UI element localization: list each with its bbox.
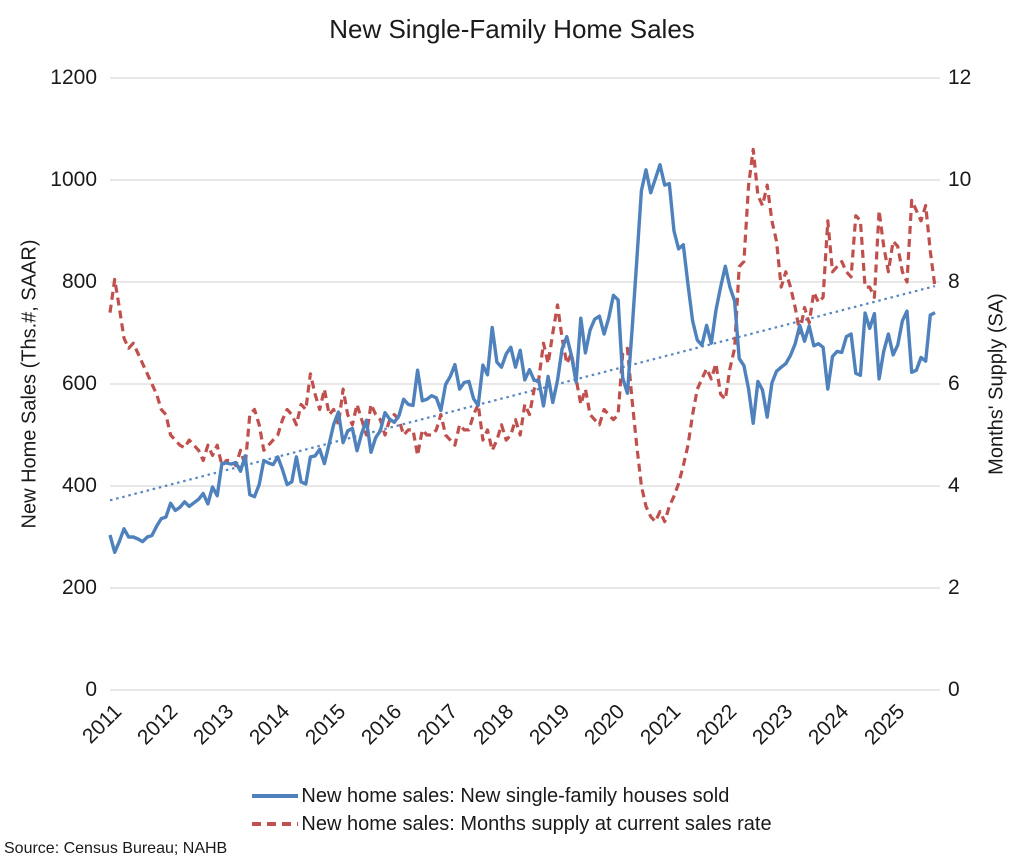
- y-axis-right-tick-label: 0: [948, 678, 960, 701]
- chart-title: New Single-Family Home Sales: [329, 14, 695, 44]
- y-axis-left-tick-label: 200: [61, 576, 97, 599]
- supply-series-line: [108, 147, 937, 524]
- y-axis-left-tick-label: 800: [61, 270, 97, 293]
- y-axis-left-tick-label: 400: [61, 474, 97, 497]
- y-axis-right-tick-label: 6: [948, 372, 960, 395]
- y-axis-left-tick-label: 1200: [50, 66, 97, 89]
- y-axis-right-tick-label: 2: [948, 576, 960, 599]
- legend-item-sales: New home sales: New single-family houses…: [252, 784, 729, 808]
- supply-line-sample-icon: [252, 822, 299, 826]
- y-axis-left-tick-label: 1000: [50, 168, 97, 191]
- sales-series-line: [108, 162, 936, 554]
- legend-item-supply: New home sales: Months supply at current…: [252, 812, 772, 836]
- y-axis-right-tick-label: 8: [948, 270, 960, 293]
- y-axis-left-tick-label: 600: [61, 372, 97, 395]
- gridlines: [110, 77, 940, 691]
- y-axis-right-tick-label: 4: [948, 474, 960, 497]
- sales-line-sample-icon: [252, 794, 299, 798]
- series-lines: [108, 147, 937, 554]
- source-note: Source: Census Bureau; NAHB: [4, 840, 228, 857]
- legend: New home sales: New single-family houses…: [0, 784, 1024, 836]
- y-axis-right-tick-label: 10: [948, 168, 972, 191]
- y-axis-right-tick-label: 12: [948, 66, 972, 89]
- y-axis-left-tick-label: 0: [85, 678, 97, 701]
- legend-label-sales: New home sales: New single-family houses…: [301, 785, 730, 807]
- trend-line: [109, 285, 936, 502]
- legend-label-supply: New home sales: Months supply at current…: [301, 813, 772, 835]
